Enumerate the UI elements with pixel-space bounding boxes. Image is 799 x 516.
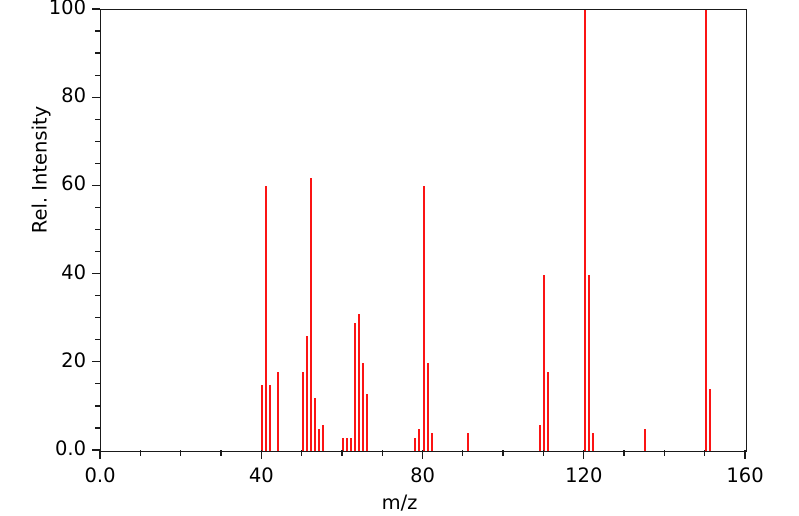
spectrum-peak bbox=[583, 10, 586, 451]
spectrum-peak bbox=[353, 323, 356, 451]
spectrum-peak bbox=[414, 437, 417, 451]
spectrum-peak bbox=[704, 10, 707, 451]
y-tick-label: 100 bbox=[48, 0, 86, 19]
spectrum-peak bbox=[317, 428, 320, 451]
spectrum-peak bbox=[301, 371, 304, 451]
spectrum-peak bbox=[309, 177, 312, 451]
spectrum-peak bbox=[349, 437, 352, 451]
x-axis-label: m/z bbox=[381, 491, 418, 514]
y-tick-minor bbox=[95, 206, 100, 209]
spectrum-peak bbox=[362, 362, 365, 451]
spectrum-peak bbox=[341, 437, 344, 451]
spectrum-peak bbox=[366, 393, 369, 451]
spectrum-peak bbox=[418, 428, 421, 451]
x-tick-minor bbox=[179, 450, 182, 456]
y-tick-major bbox=[92, 184, 100, 187]
y-tick-minor bbox=[95, 162, 100, 164]
x-tick-minor bbox=[704, 450, 706, 456]
y-tick-minor bbox=[95, 140, 100, 142]
x-tick-minor bbox=[300, 450, 303, 456]
x-tick-minor bbox=[502, 450, 504, 456]
spectrum-peak bbox=[277, 371, 280, 451]
y-tick-minor bbox=[95, 250, 100, 253]
x-tick-label: 0.0 bbox=[84, 464, 116, 487]
y-tick-minor bbox=[95, 118, 100, 120]
spectrum-peak bbox=[426, 362, 429, 451]
x-tick-major bbox=[583, 450, 585, 459]
spectrum-peak bbox=[358, 314, 360, 451]
spectrum-peak bbox=[547, 371, 550, 451]
x-tick-minor bbox=[381, 450, 383, 456]
spectrum-peak bbox=[261, 384, 264, 451]
x-tick-major bbox=[99, 450, 101, 459]
spectrum-peak bbox=[543, 274, 546, 451]
y-tick-minor bbox=[95, 30, 100, 32]
x-tick-label: 160 bbox=[726, 464, 764, 487]
x-tick-minor bbox=[623, 450, 625, 456]
y-tick-label: 80 bbox=[61, 84, 86, 108]
y-tick-minor bbox=[95, 52, 100, 54]
spectrum-peak bbox=[313, 398, 316, 451]
spectrum-peak bbox=[422, 186, 425, 451]
y-tick-label: 20 bbox=[61, 348, 86, 372]
x-tick-minor bbox=[663, 450, 666, 456]
spectrum-peak bbox=[539, 424, 542, 451]
y-tick-minor bbox=[95, 427, 100, 429]
x-tick-major bbox=[744, 450, 746, 459]
spectrum-peak bbox=[265, 186, 268, 451]
y-tick-minor bbox=[95, 383, 100, 385]
y-tick-minor bbox=[95, 228, 100, 231]
x-tick-label: 120 bbox=[565, 464, 603, 487]
y-tick-label: 0.0 bbox=[54, 437, 86, 460]
x-tick-major bbox=[260, 450, 262, 459]
spectrum-peak bbox=[708, 389, 711, 451]
x-tick-label: 40 bbox=[248, 464, 274, 487]
spectrum-peak bbox=[587, 274, 590, 451]
y-tick-major bbox=[92, 8, 100, 10]
spectrum-peak bbox=[269, 384, 272, 451]
y-tick-minor bbox=[95, 405, 100, 407]
peak-series bbox=[101, 10, 746, 451]
spectrum-peak bbox=[321, 424, 324, 451]
spectrum-peak bbox=[345, 437, 348, 451]
y-tick-minor bbox=[95, 74, 100, 76]
plot-area bbox=[100, 9, 747, 452]
x-tick-minor bbox=[341, 450, 343, 456]
x-tick-minor bbox=[139, 450, 141, 456]
y-tick-minor bbox=[95, 317, 100, 319]
y-tick-label: 40 bbox=[61, 260, 86, 284]
spectrum-peak bbox=[430, 433, 433, 451]
spectrum-peak bbox=[466, 433, 469, 451]
x-tick-label: 80 bbox=[410, 464, 435, 487]
y-tick-major bbox=[92, 361, 100, 363]
spectrum-peak bbox=[305, 336, 308, 451]
x-tick-minor bbox=[462, 450, 464, 456]
x-tick-minor bbox=[542, 450, 545, 456]
y-tick-minor bbox=[95, 339, 100, 341]
spectrum-peak bbox=[644, 428, 647, 451]
y-axis-label: Rel. Intensity bbox=[28, 105, 52, 234]
y-tick-major bbox=[92, 449, 100, 451]
y-tick-major bbox=[92, 272, 100, 275]
x-tick-major bbox=[421, 450, 424, 459]
y-tick-label: 60 bbox=[61, 172, 86, 196]
x-tick-minor bbox=[220, 450, 222, 456]
spectrum-peak bbox=[591, 433, 594, 451]
y-tick-minor bbox=[95, 295, 100, 297]
y-tick-major bbox=[92, 96, 100, 98]
